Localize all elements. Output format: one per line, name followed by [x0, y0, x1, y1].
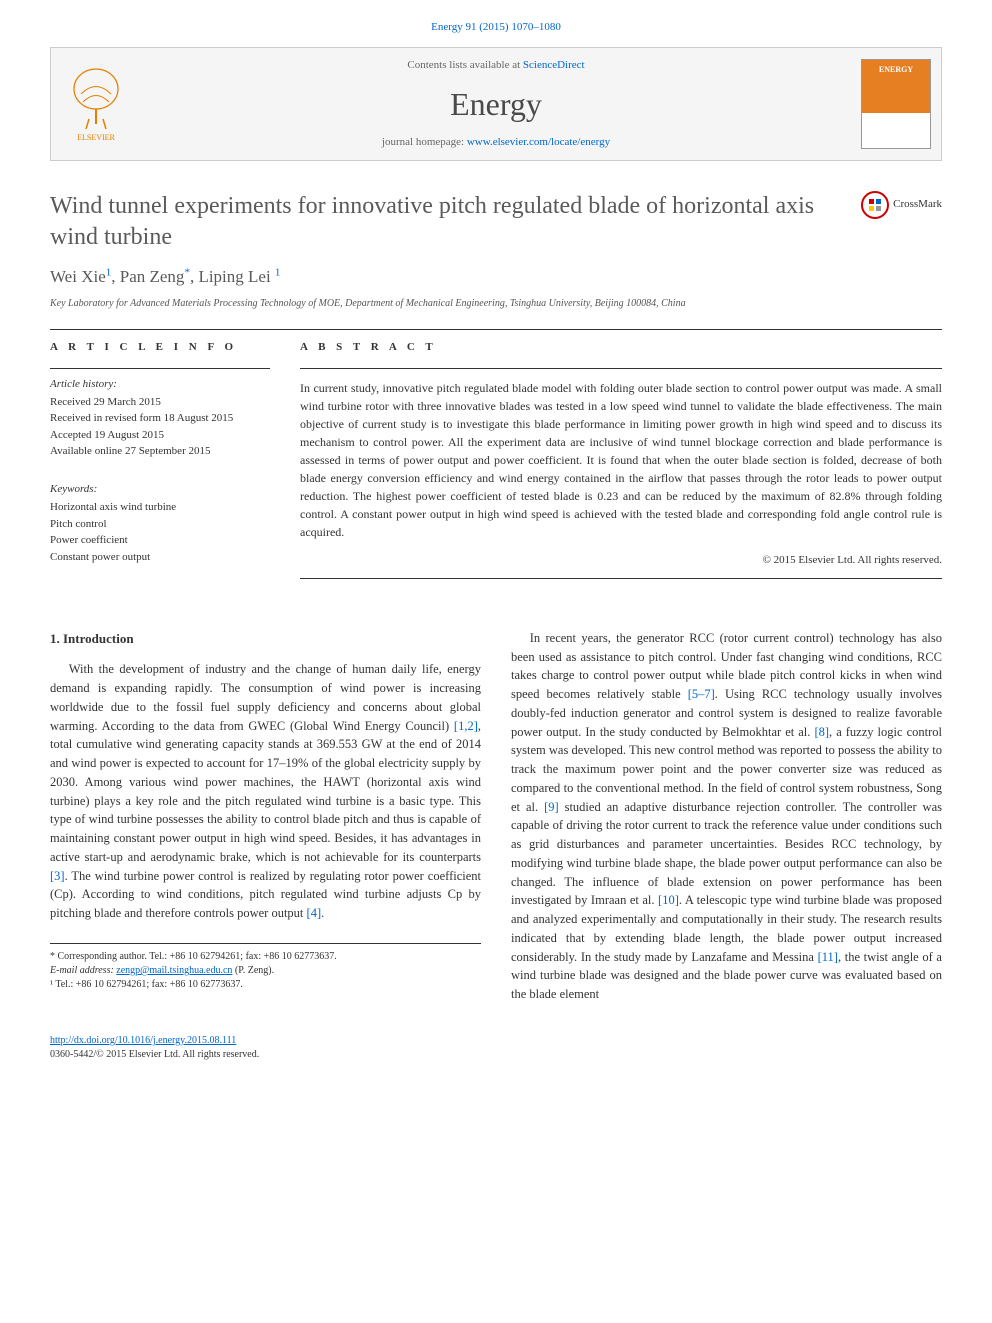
corresponding-author: * Corresponding author. Tel.: +86 10 627…	[50, 950, 481, 964]
body-col-left: 1. Introduction With the development of …	[50, 629, 481, 1014]
history-heading: Article history:	[50, 377, 270, 392]
revised-date: Received in revised form 18 August 2015	[50, 410, 270, 427]
online-date: Available online 27 September 2015	[50, 443, 270, 460]
keyword-3: Power coefficient	[50, 532, 270, 549]
ref-11[interactable]: [11]	[818, 950, 838, 964]
contents-prefix: Contents lists available at	[407, 59, 522, 71]
svg-text:ELSEVIER: ELSEVIER	[77, 133, 115, 142]
article-title: Wind tunnel experiments for innovative p…	[50, 191, 861, 253]
ref-5-7[interactable]: [5–7]	[688, 687, 715, 701]
keyword-2: Pitch control	[50, 516, 270, 533]
p1-text-a: With the development of industry and the…	[50, 662, 481, 732]
elsevier-tree-icon: ELSEVIER	[61, 64, 131, 144]
author-1: Wei Xie	[50, 267, 106, 286]
ref-8[interactable]: [8]	[814, 725, 829, 739]
sciencedirect-link[interactable]: ScienceDirect	[523, 59, 585, 71]
author-2-sup: *	[184, 267, 190, 279]
body-columns: 1. Introduction With the development of …	[50, 629, 942, 1014]
author-1-sup: 1	[106, 267, 112, 279]
keyword-4: Constant power output	[50, 549, 270, 566]
cover-thumbnail	[861, 59, 931, 149]
citation: Energy 91 (2015) 1070–1080	[50, 20, 942, 35]
issn-line: 0360-5442/© 2015 Elsevier Ltd. All right…	[50, 1048, 942, 1062]
journal-header: ELSEVIER Contents lists available at Sci…	[50, 47, 942, 161]
ref-10[interactable]: [10]	[658, 893, 679, 907]
author-3-sup: 1	[275, 267, 281, 279]
abstract-label: A B S T R A C T	[300, 340, 942, 355]
divider	[50, 329, 942, 330]
journal-homepage: journal homepage: www.elsevier.com/locat…	[141, 135, 851, 150]
authors: Wei Xie1, Pan Zeng*, Liping Lei 1	[50, 265, 942, 289]
keywords-heading: Keywords:	[50, 482, 270, 497]
journal-name: Energy	[141, 82, 851, 127]
email-line: E-mail address: zengp@mail.tsinghua.edu.…	[50, 964, 481, 978]
email-label: E-mail address:	[50, 965, 116, 976]
page-footer: http://dx.doi.org/10.1016/j.energy.2015.…	[50, 1034, 942, 1062]
homepage-link[interactable]: www.elsevier.com/locate/energy	[467, 136, 610, 148]
intro-p1: With the development of industry and the…	[50, 660, 481, 923]
homepage-prefix: journal homepage:	[382, 136, 467, 148]
header-center: Contents lists available at ScienceDirec…	[141, 48, 851, 160]
journal-cover	[851, 48, 941, 160]
ref-1-2[interactable]: [1,2]	[454, 719, 478, 733]
crossmark-badge[interactable]: CrossMark	[861, 191, 942, 219]
abstract-copyright: © 2015 Elsevier Ltd. All rights reserved…	[300, 553, 942, 568]
author-3: Liping Lei	[198, 267, 270, 286]
p2-text-d: studied an adaptive disturbance rejectio…	[511, 800, 942, 908]
p1-text-d: .	[321, 906, 324, 920]
received-date: Received 29 March 2015	[50, 394, 270, 411]
crossmark-icon	[861, 191, 889, 219]
doi-link[interactable]: http://dx.doi.org/10.1016/j.energy.2015.…	[50, 1035, 236, 1046]
intro-heading: 1. Introduction	[50, 629, 481, 649]
keyword-1: Horizontal axis wind turbine	[50, 499, 270, 516]
intro-p2: In recent years, the generator RCC (roto…	[511, 629, 942, 1004]
ref-4[interactable]: [4]	[307, 906, 322, 920]
abstract-divider-bottom	[300, 578, 942, 579]
contents-available: Contents lists available at ScienceDirec…	[141, 58, 851, 73]
ref-9[interactable]: [9]	[544, 800, 559, 814]
keywords-block: Keywords: Horizontal axis wind turbine P…	[50, 474, 270, 565]
tel-footnote: ¹ Tel.: +86 10 62794261; fax: +86 10 627…	[50, 978, 481, 992]
email-link[interactable]: zengp@mail.tsinghua.edu.cn	[116, 965, 232, 976]
ref-3[interactable]: [3]	[50, 869, 65, 883]
email-suffix: (P. Zeng).	[232, 965, 274, 976]
footnotes: * Corresponding author. Tel.: +86 10 627…	[50, 943, 481, 992]
author-2: Pan Zeng	[120, 267, 185, 286]
accepted-date: Accepted 19 August 2015	[50, 427, 270, 444]
abstract-text: In current study, innovative pitch regul…	[300, 379, 942, 541]
p1-text-b: , total cumulative wind generating capac…	[50, 719, 481, 864]
body-col-right: In recent years, the generator RCC (roto…	[511, 629, 942, 1014]
elsevier-logo: ELSEVIER	[51, 48, 141, 160]
article-info: A R T I C L E I N F O Article history: R…	[50, 340, 270, 589]
article-info-label: A R T I C L E I N F O	[50, 340, 270, 355]
article-history: Article history: Received 29 March 2015 …	[50, 368, 270, 460]
abstract: A B S T R A C T In current study, innova…	[300, 340, 942, 589]
crossmark-label: CrossMark	[893, 197, 942, 212]
abstract-divider-top	[300, 368, 942, 369]
affiliation: Key Laboratory for Advanced Materials Pr…	[50, 297, 942, 311]
p1-text-c: . The wind turbine power control is real…	[50, 869, 481, 921]
